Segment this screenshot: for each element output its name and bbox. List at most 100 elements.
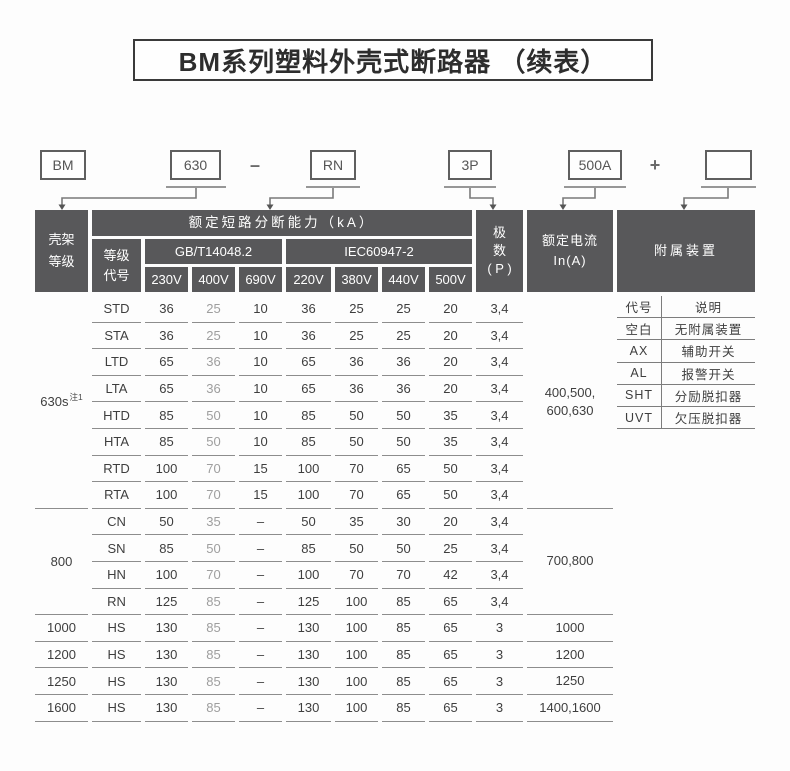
poles-value: 3,4 — [476, 376, 523, 403]
breaking-capacity-value: 36 — [382, 376, 425, 403]
breaking-capacity-value: 20 — [429, 509, 472, 536]
grade-code-cell: STD — [92, 296, 141, 323]
poles-value: 3,4 — [476, 349, 523, 376]
breaking-capacity-value: 70 — [382, 562, 425, 589]
frame-grade-header: 壳架 等级 — [35, 210, 88, 292]
header-line: 极 — [492, 225, 506, 240]
breaking-capacity-value: 100 — [286, 562, 331, 589]
breaking-capacity-value: 20 — [429, 349, 472, 376]
breaking-capacity-value: 50 — [145, 509, 188, 536]
breaking-capacity-value: 50 — [429, 456, 472, 483]
gb-standard-header: GB/T14048.2 — [145, 239, 282, 264]
grade-code-cell: LTA — [92, 376, 141, 403]
rated-current-line: 700,800 — [546, 553, 594, 569]
poles-value: 3 — [476, 695, 523, 722]
breaking-capacity-value: 65 — [145, 349, 188, 376]
grade-code-cell: RTA — [92, 482, 141, 509]
breaking-capacity-value: 50 — [382, 429, 425, 456]
breaking-capacity-value: 50 — [335, 402, 378, 429]
rated-current-line: 1000 — [555, 619, 585, 635]
breaking-capacity-value: 35 — [429, 429, 472, 456]
breaking-capacity-value: 85 — [192, 668, 235, 695]
breaking-capacity-value: 36 — [335, 376, 378, 403]
header-line: 等级 — [103, 247, 130, 263]
frame-grade-cell: 1250 — [35, 668, 88, 695]
breaking-capacity-value: 30 — [382, 509, 425, 536]
breaking-capacity-value: 85 — [192, 695, 235, 722]
accessory-table: 代号 说明 空白 无附属装置 AX 辅助开关 AL 报警开关 SHT 分励脱扣器 UVT 欠压脱扣器 — [617, 296, 755, 430]
breaking-capacity-value: 36 — [286, 323, 331, 350]
poles-value: 3 — [476, 615, 523, 642]
frame-grade-label: 1250 — [47, 673, 76, 689]
frame-grade-label: 1600 — [47, 700, 76, 716]
breaking-capacity-value: 50 — [192, 402, 235, 429]
frame-grade-label: 800 — [50, 553, 73, 569]
breaking-capacity-value: 36 — [145, 323, 188, 350]
rated-current-line: 1250 — [555, 673, 585, 689]
breaking-capacity-value: 125 — [286, 589, 331, 616]
rated-current-cell: 1000 — [527, 615, 613, 642]
breaking-capacity-value: 35 — [429, 402, 472, 429]
frame-grade-cell: 1200 — [35, 642, 88, 669]
breaking-capacity-value: 70 — [335, 562, 378, 589]
grade-code-cell: HS — [92, 615, 141, 642]
breaking-capacity-value: 36 — [286, 296, 331, 323]
poles-value: 3,4 — [476, 456, 523, 483]
voltage-header-440v: 440V — [382, 267, 425, 292]
breaking-capacity-value: 65 — [429, 615, 472, 642]
breaking-capacity-value: 70 — [192, 562, 235, 589]
breaking-capacity-value: 130 — [286, 642, 331, 669]
frame-grade-label: 630s — [40, 394, 69, 410]
breaking-capacity-value: 25 — [335, 323, 378, 350]
grade-code-cell: STA — [92, 323, 141, 350]
breaking-capacity-value: 10 — [239, 376, 282, 403]
header-line: ( P ) — [487, 261, 512, 276]
breaking-capacity-value: 85 — [286, 402, 331, 429]
grade-code-cell: HS — [92, 695, 141, 722]
breaking-capacity-value: 10 — [239, 323, 282, 350]
header-line: 壳架 — [48, 232, 75, 247]
breaking-capacity-value: 65 — [429, 695, 472, 722]
rated-current-line: 1400,1600 — [539, 699, 601, 715]
breaking-capacity-value: 100 — [335, 615, 378, 642]
breaking-capacity-value: – — [239, 642, 282, 669]
breaking-capacity-value: 65 — [382, 482, 425, 509]
breaking-capacity-value: – — [239, 509, 282, 536]
breaking-capacity-value: 50 — [382, 402, 425, 429]
breaking-capacity-value: 15 — [239, 456, 282, 483]
rated-current-line: 1200 — [555, 646, 585, 662]
poles-value: 3 — [476, 642, 523, 669]
grade-code-cell: RTD — [92, 456, 141, 483]
voltage-header-220v: 220V — [286, 267, 331, 292]
breaking-capacity-value: 125 — [145, 589, 188, 616]
model-box-current: 500A — [568, 150, 622, 180]
breaking-capacity-value: 65 — [382, 456, 425, 483]
breaking-capacity-value: 36 — [192, 376, 235, 403]
poles-value: 3,4 — [476, 535, 523, 562]
breaking-capacity-value: 50 — [429, 482, 472, 509]
model-separator-plus: + — [649, 154, 661, 175]
grade-code-cell: HTD — [92, 402, 141, 429]
header-line: 数 — [492, 243, 506, 258]
accessory-header-cell: 代号 — [617, 296, 661, 319]
breaking-capacity-value: 85 — [382, 642, 425, 669]
accessory-cell: 欠压脱扣器 — [661, 406, 755, 430]
rated-current-cell: 1400,1600 — [527, 695, 613, 722]
poles-value: 3,4 — [476, 482, 523, 509]
breaking-capacity-value: 35 — [335, 509, 378, 536]
breaking-capacity-value: 25 — [335, 296, 378, 323]
rated-current-line: 400,500, — [544, 384, 596, 400]
breaking-capacity-value: 130 — [286, 695, 331, 722]
model-box-series: BM — [40, 150, 86, 180]
breaking-capacity-value: 65 — [286, 349, 331, 376]
breaking-capacity-value: 65 — [429, 589, 472, 616]
breaking-capacity-value: 70 — [335, 456, 378, 483]
model-box-poles: 3P — [448, 150, 492, 180]
breaking-capacity-value: 36 — [382, 349, 425, 376]
breaking-capacity-value: 36 — [192, 349, 235, 376]
header-line: 代号 — [103, 267, 130, 283]
breaking-capacity-value: 100 — [145, 482, 188, 509]
breaking-capacity-value: 70 — [192, 456, 235, 483]
rated-current-cell: 700,800 — [527, 509, 613, 616]
grade-code-cell: HTA — [92, 429, 141, 456]
